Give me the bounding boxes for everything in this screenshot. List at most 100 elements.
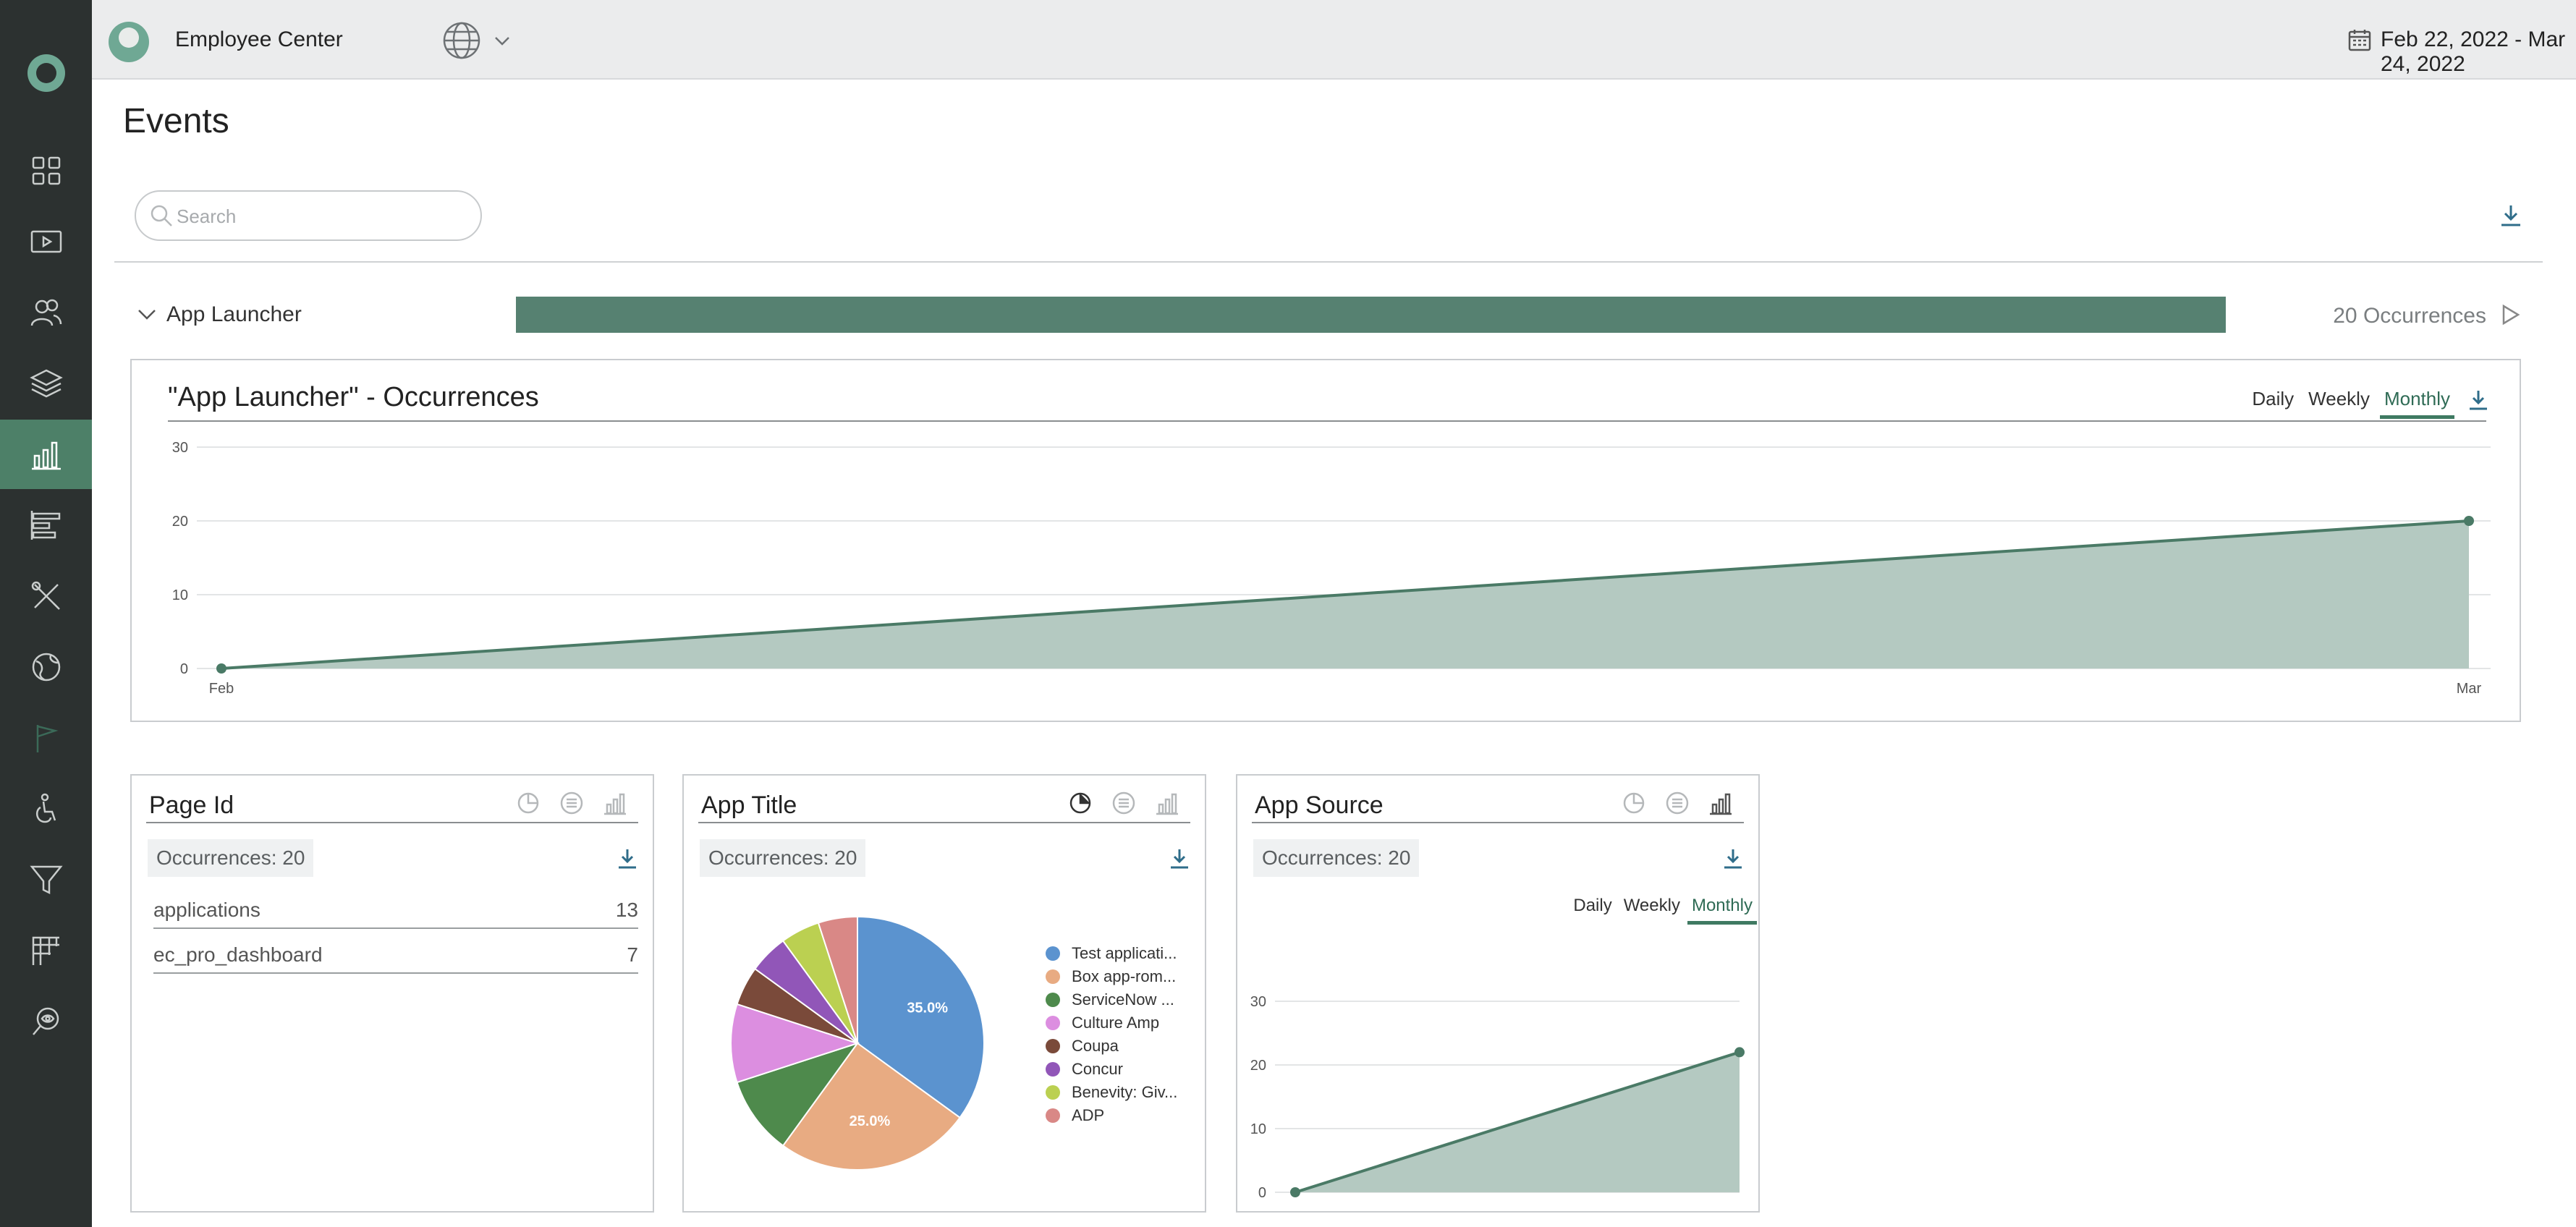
- list-item[interactable]: applications 13: [153, 893, 638, 929]
- sidebar-item-video[interactable]: [0, 207, 92, 276]
- app-source-panel: App Source Occurrences: 20 Daily Weekly …: [1236, 774, 1760, 1213]
- globe-icon[interactable]: [441, 20, 482, 61]
- sidebar-item-matrix[interactable]: [0, 916, 92, 985]
- list-view-icon[interactable]: [559, 790, 585, 816]
- chevron-down-icon[interactable]: [491, 30, 513, 52]
- sidebar-item-global[interactable]: [0, 632, 92, 702]
- slice-data-label: 25.0%: [850, 1113, 891, 1129]
- app-avatar[interactable]: [109, 22, 149, 62]
- page-id-panel: Page Id Occurrences: 20 applications 13 …: [130, 774, 654, 1213]
- pie-view-icon[interactable]: [515, 790, 541, 816]
- pie-slice: [817, 915, 858, 1044]
- tab-weekly[interactable]: Weekly: [2308, 388, 2370, 409]
- download-icon[interactable]: [615, 846, 640, 871]
- play-icon[interactable]: [2498, 302, 2522, 327]
- view-toggle-group: [1067, 790, 1180, 816]
- occurrence-bar: [516, 297, 2226, 333]
- list-item[interactable]: ec_pro_dashboard 7: [153, 938, 638, 974]
- chart-title-underline: [168, 420, 2486, 422]
- pie-view-icon[interactable]: [1067, 790, 1093, 816]
- tools-icon: [31, 581, 60, 610]
- date-range-picker[interactable]: Feb 22, 2022 - Mar 24, 2022: [2381, 27, 2566, 76]
- list-view-icon[interactable]: [1111, 790, 1137, 816]
- bar-view-icon[interactable]: [1708, 790, 1734, 816]
- flag-icon: [36, 725, 58, 752]
- list-item-label: ec_pro_dashboard: [153, 943, 323, 966]
- sidebar-item-insights[interactable]: [0, 987, 92, 1056]
- legend-item[interactable]: ServiceNow ...: [1046, 988, 1177, 1011]
- tab-weekly[interactable]: Weekly: [1623, 896, 1680, 915]
- sidebar-item-accessibility[interactable]: [0, 774, 92, 844]
- sidebar-item-filter[interactable]: [0, 845, 92, 914]
- series-line: [1295, 1050, 1740, 1194]
- bar-chart-icon: [31, 441, 61, 470]
- legend-item[interactable]: Box app-rom...: [1046, 965, 1177, 988]
- y-tick-label: 20: [1250, 1058, 1266, 1074]
- tab-daily[interactable]: Daily: [2252, 388, 2295, 409]
- view-toggle-group: [1621, 790, 1734, 816]
- legend-label: Benevity: Giv...: [1072, 1083, 1178, 1101]
- x-tick-label: Feb: [1283, 1209, 1308, 1210]
- sidebar-item-flags[interactable]: [0, 703, 92, 773]
- tab-daily[interactable]: Daily: [1573, 896, 1612, 915]
- occurrence-badge: Occurrences: 20: [1253, 839, 1420, 877]
- y-tick-label: 10: [1250, 1121, 1266, 1137]
- data-point: [1734, 1047, 1745, 1058]
- pie-view-icon[interactable]: [1621, 790, 1647, 816]
- event-group-label[interactable]: App Launcher: [166, 302, 302, 326]
- download-icon[interactable]: [1167, 846, 1192, 871]
- legend-swatch: [1046, 1085, 1060, 1100]
- legend-swatch: [1046, 1039, 1060, 1053]
- sidebar-item-users[interactable]: [0, 278, 92, 347]
- legend-item[interactable]: ADP: [1046, 1104, 1177, 1127]
- download-icon[interactable]: [1721, 846, 1745, 871]
- y-tick-label: 30: [172, 440, 188, 456]
- dashboard-grid-icon: [32, 156, 60, 185]
- list-view-icon[interactable]: [1664, 790, 1690, 816]
- legend-swatch: [1046, 946, 1060, 961]
- data-point: [2464, 516, 2474, 526]
- area-chart: 0 10 20 30 Feb Mar: [172, 440, 2491, 697]
- app-name[interactable]: Employee Center: [175, 27, 343, 51]
- legend-item[interactable]: Benevity: Giv...: [1046, 1081, 1177, 1104]
- panel-title: Page Id: [149, 791, 234, 819]
- occurrence-count: 20 Occurrences: [2333, 304, 2486, 328]
- chart-download-icon[interactable]: [2466, 388, 2491, 412]
- panel-title-underline: [698, 822, 1190, 823]
- search-box[interactable]: [135, 190, 482, 241]
- granularity-tabs: Daily Weekly Monthly: [1573, 896, 1758, 925]
- y-tick-label: 10: [172, 587, 188, 603]
- panel-title: App Title: [701, 791, 797, 819]
- list-item-count: 7: [627, 943, 638, 966]
- search-input[interactable]: [177, 202, 466, 231]
- bar-view-icon[interactable]: [602, 790, 628, 816]
- sidebar-item-analytics[interactable]: [0, 420, 92, 489]
- chart-title: "App Launcher" - Occurrences: [168, 382, 539, 412]
- legend-item[interactable]: Concur: [1046, 1058, 1177, 1081]
- sidebar-item-layers[interactable]: [0, 349, 92, 418]
- sidebar-item-dashboard[interactable]: [0, 136, 92, 205]
- sidebar: [0, 0, 92, 1227]
- app-logo[interactable]: [27, 54, 65, 92]
- tab-monthly[interactable]: Monthly: [1687, 896, 1758, 925]
- bar-view-icon[interactable]: [1154, 790, 1180, 816]
- y-tick-label: 20: [172, 514, 188, 530]
- list-item-count: 13: [615, 899, 638, 921]
- collapse-chevron-icon[interactable]: [135, 302, 159, 327]
- sidebar-item-reports[interactable]: [0, 491, 92, 560]
- legend-item[interactable]: Coupa: [1046, 1035, 1177, 1058]
- event-group-row[interactable]: App Launcher 20 Occurrences: [135, 297, 2522, 334]
- legend-label: ADP: [1072, 1106, 1105, 1124]
- download-icon[interactable]: [2498, 203, 2524, 229]
- slice-data-label: 35.0%: [907, 1001, 948, 1016]
- sidebar-item-tools[interactable]: [0, 561, 92, 631]
- y-tick-label: 0: [180, 661, 188, 677]
- occurrence-badge: Occurrences: 20: [148, 839, 314, 877]
- legend-item[interactable]: Culture Amp: [1046, 1011, 1177, 1035]
- tab-monthly[interactable]: Monthly: [2379, 388, 2455, 419]
- x-tick-label: Mar: [2457, 681, 2482, 697]
- legend-item[interactable]: Test applicati...: [1046, 942, 1177, 965]
- occurrences-chart-panel: "App Launcher" - Occurrences Daily Weekl…: [130, 359, 2521, 722]
- calendar-icon[interactable]: [2347, 27, 2372, 52]
- area-chart: 0 10 20 30 Feb Mar: [1250, 994, 1753, 1210]
